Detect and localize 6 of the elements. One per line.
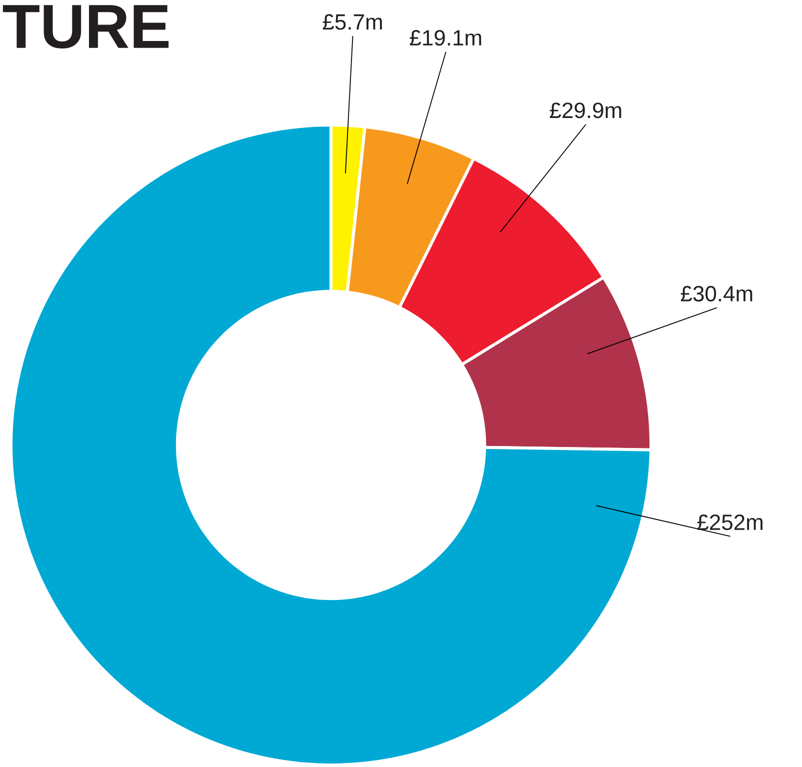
data-label: £19.1m (410, 30, 482, 46)
chart-title: TURE (2, 5, 169, 48)
data-label: £252m (697, 514, 762, 530)
data-label: £30.4m (680, 286, 752, 302)
data-label: £29.9m (550, 102, 622, 118)
data-label: £5.7m (322, 14, 382, 30)
